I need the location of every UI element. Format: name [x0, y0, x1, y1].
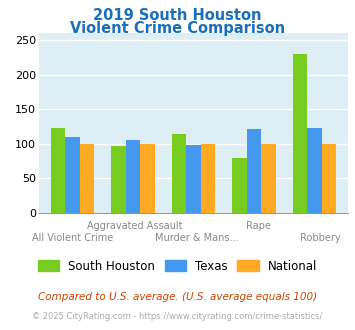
Bar — [50, 128, 65, 213]
Text: Violent Crime Comparison: Violent Crime Comparison — [70, 21, 285, 36]
Bar — [322, 144, 337, 213]
Bar — [172, 134, 186, 213]
Bar — [80, 144, 94, 213]
Bar — [307, 128, 322, 213]
Text: Robbery: Robbery — [300, 233, 340, 243]
Text: All Violent Crime: All Violent Crime — [32, 233, 114, 243]
Bar — [65, 137, 80, 213]
Text: Aggravated Assault: Aggravated Assault — [87, 221, 182, 231]
Text: © 2025 CityRating.com - https://www.cityrating.com/crime-statistics/: © 2025 CityRating.com - https://www.city… — [32, 312, 323, 321]
Bar — [111, 147, 126, 213]
Text: Compared to U.S. average. (U.S. average equals 100): Compared to U.S. average. (U.S. average … — [38, 292, 317, 302]
Legend: South Houston, Texas, National: South Houston, Texas, National — [33, 255, 322, 278]
Bar — [201, 144, 215, 213]
Bar — [247, 129, 261, 213]
Text: 2019 South Houston: 2019 South Houston — [93, 8, 262, 23]
Bar — [126, 140, 140, 213]
Bar — [140, 144, 155, 213]
Bar — [186, 145, 201, 213]
Bar — [261, 144, 276, 213]
Bar — [232, 157, 247, 213]
Text: Murder & Mans...: Murder & Mans... — [155, 233, 238, 243]
Text: Rape: Rape — [246, 221, 271, 231]
Bar — [293, 54, 307, 213]
